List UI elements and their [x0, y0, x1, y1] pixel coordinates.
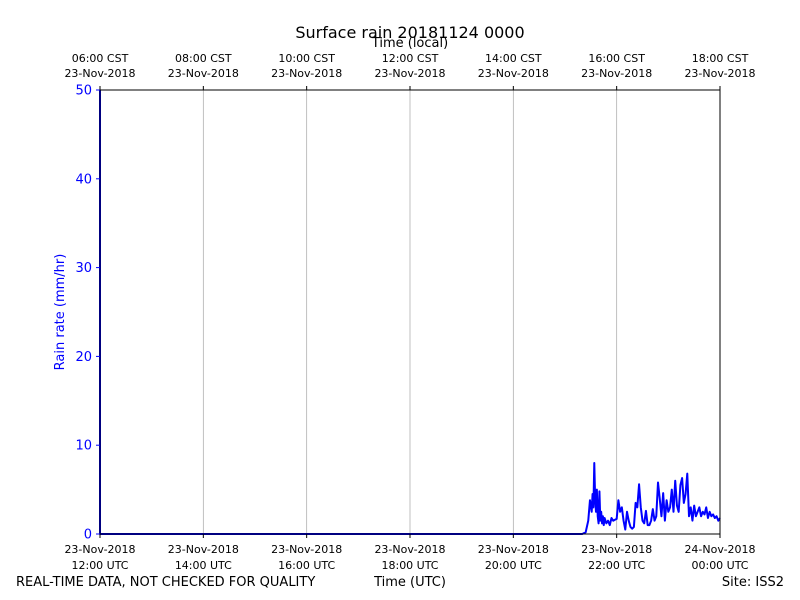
top-tick-time: 12:00 CST — [382, 52, 439, 65]
x-tick-date: 23-Nov-2018 — [478, 543, 549, 556]
top-axis-label: Time (local) — [371, 36, 448, 51]
grid-lines — [99, 90, 721, 534]
top-tick-date: 23-Nov-2018 — [64, 67, 135, 80]
rain-rate-series-line — [99, 90, 721, 535]
top-tick-time: 18:00 CST — [692, 52, 749, 65]
top-tick-date: 23-Nov-2018 — [374, 67, 445, 80]
x-axis-top: 06:00 CST 23-Nov-2018 08:00 CST 23-Nov-2018… — [64, 52, 756, 90]
y-tick-label: 0 — [84, 528, 92, 543]
series-layer — [99, 90, 721, 535]
y-tick-label: 30 — [75, 261, 92, 276]
x-tick-date: 23-Nov-2018 — [581, 543, 652, 556]
top-tick-time: 06:00 CST — [72, 52, 129, 65]
y-tick-label: 10 — [75, 439, 92, 454]
quality-disclaimer: REAL-TIME DATA, NOT CHECKED FOR QUALITY — [16, 575, 316, 590]
x-tick-time: 16:00 UTC — [278, 559, 335, 572]
y-tick-label: 50 — [75, 84, 92, 99]
x-tick-time: 12:00 UTC — [71, 559, 128, 572]
x-tick-time: 22:00 UTC — [588, 559, 645, 572]
chart-title: Surface rain 20181124 0000 — [295, 23, 524, 42]
x-tick-date: 23-Nov-2018 — [374, 543, 445, 556]
x-tick-date: 23-Nov-2018 — [271, 543, 342, 556]
y-tick-label: 40 — [75, 172, 92, 187]
x-axis-bottom: 23-Nov-2018 12:00 UTC 23-Nov-2018 14:00 UTC… — [64, 534, 756, 572]
x-tick-date: 23-Nov-2018 — [168, 543, 239, 556]
top-tick-time: 10:00 CST — [278, 52, 335, 65]
top-tick-time: 14:00 CST — [485, 52, 542, 65]
x-axis-label: Time (UTC) — [374, 575, 446, 590]
y-tick-label: 20 — [75, 350, 92, 365]
top-tick-date: 23-Nov-2018 — [478, 67, 549, 80]
x-tick-time: 14:00 UTC — [175, 559, 232, 572]
x-tick-time: 18:00 UTC — [381, 559, 438, 572]
top-tick-date: 23-Nov-2018 — [684, 67, 755, 80]
top-tick-date: 23-Nov-2018 — [581, 67, 652, 80]
top-tick-date: 23-Nov-2018 — [168, 67, 239, 80]
x-tick-time: 00:00 UTC — [691, 559, 748, 572]
x-tick-date: 23-Nov-2018 — [64, 543, 135, 556]
site-label: Site: ISS2 — [721, 575, 784, 590]
x-tick-time: 20:00 UTC — [485, 559, 542, 572]
y-axis: 0 10 20 30 40 50 — [75, 84, 100, 543]
top-tick-date: 23-Nov-2018 — [271, 67, 342, 80]
top-tick-time: 16:00 CST — [588, 52, 645, 65]
y-axis-label: Rain rate (mm/hr) — [53, 254, 68, 371]
top-tick-time: 08:00 CST — [175, 52, 232, 65]
x-tick-date: 24-Nov-2018 — [684, 543, 755, 556]
